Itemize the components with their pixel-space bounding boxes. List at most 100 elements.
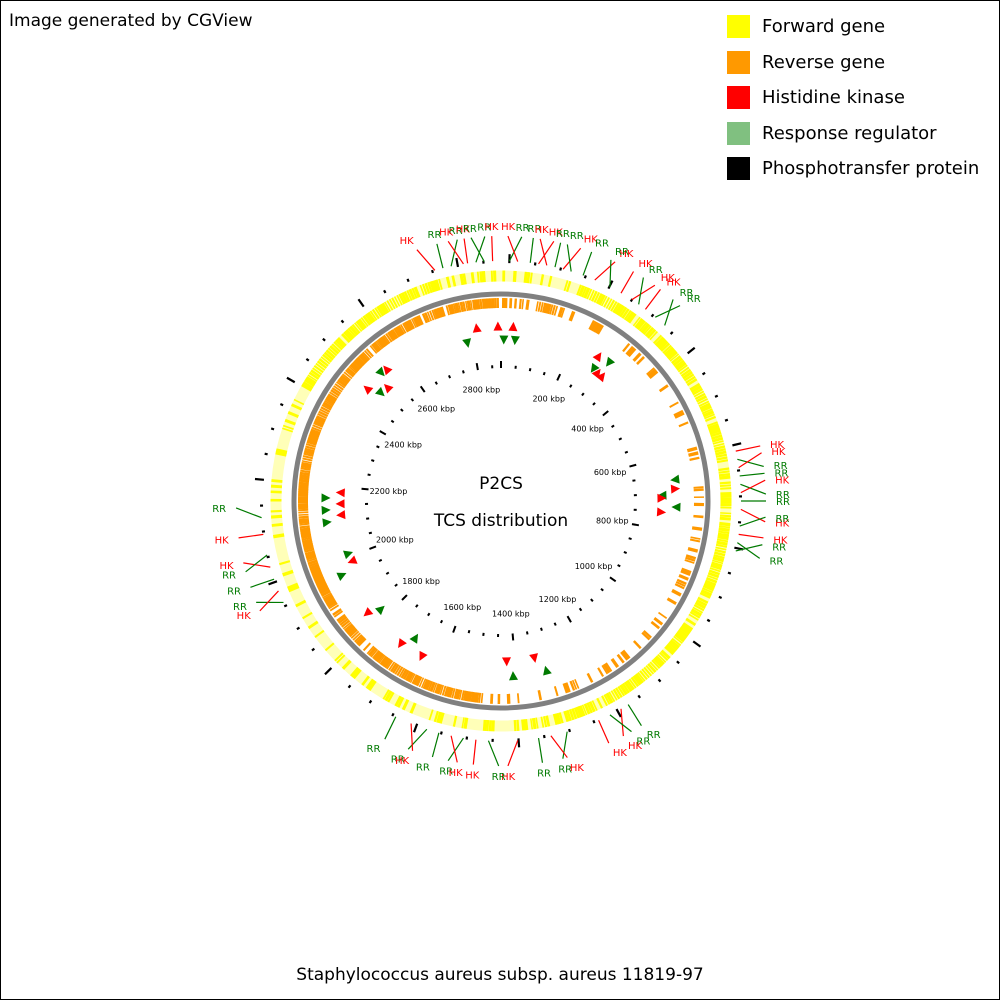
rr-callout-label: RR — [556, 229, 570, 240]
forward-gene — [436, 711, 442, 723]
reverse-gene — [316, 415, 327, 422]
reverse-gene — [303, 449, 315, 456]
forward-gene — [713, 554, 725, 559]
reverse-gene — [343, 623, 354, 632]
outer-tick — [268, 580, 278, 586]
hk-callout-label: HK — [775, 519, 790, 530]
forward-gene — [697, 596, 709, 604]
scale-tick — [629, 463, 637, 468]
rr-callout-label: RR — [595, 239, 609, 250]
outer-tick — [296, 626, 301, 631]
reverse-gene — [571, 679, 578, 690]
reverse-gene — [320, 589, 331, 597]
hk-callout-label: HK — [400, 236, 415, 247]
reverse-gene — [472, 692, 478, 703]
hk-marker — [335, 488, 345, 498]
reverse-gene — [397, 325, 405, 336]
forward-gene — [275, 451, 287, 457]
reverse-gene — [647, 368, 657, 378]
reverse-gene — [386, 660, 394, 670]
scale-tick-label: 2400 kbp — [384, 441, 422, 450]
rr-callout-label: RR — [463, 224, 477, 235]
outer-tick — [583, 275, 587, 279]
reverse-gene — [513, 298, 518, 309]
reverse-gene — [302, 457, 313, 462]
reverse-gene — [455, 689, 461, 700]
scale-tick — [609, 576, 617, 583]
forward-gene — [607, 299, 616, 311]
callout-line — [487, 740, 500, 767]
forward-gene — [325, 349, 336, 359]
reverse-gene — [424, 312, 431, 323]
forward-gene — [409, 702, 417, 714]
reverse-gene — [330, 389, 340, 397]
hk-marker — [383, 365, 393, 376]
reverse-gene — [688, 451, 699, 457]
callout-line — [739, 516, 766, 527]
forward-gene — [619, 684, 628, 696]
forward-gene — [663, 346, 675, 357]
legend-item-histidine-kinase: Histidine kinase — [727, 80, 979, 116]
reverse-gene — [480, 693, 484, 704]
reverse-gene — [385, 333, 393, 343]
outer-tick — [279, 403, 284, 407]
forward-gene — [625, 311, 635, 323]
reverse-gene — [475, 692, 480, 703]
forward-gene — [318, 358, 329, 367]
reverse-gene — [420, 678, 427, 689]
forward-gene — [354, 322, 363, 332]
hk-callout-label: HK — [570, 763, 585, 774]
callout-line — [450, 239, 458, 267]
hk-callout-label: HK — [395, 756, 410, 767]
forward-gene — [713, 445, 726, 451]
forward-gene — [715, 546, 727, 551]
forward-gene — [667, 641, 678, 651]
reverse-gene — [304, 550, 316, 556]
legend-label-phosphotransfer: Phosphotransfer protein — [762, 158, 980, 180]
reverse-gene — [322, 401, 333, 410]
forward-gene — [639, 670, 648, 681]
forward-gene — [371, 308, 380, 320]
forward-gene — [403, 291, 411, 303]
scale-tick — [617, 564, 621, 568]
forward-gene — [365, 678, 375, 690]
forward-gene — [476, 271, 480, 283]
hk-callout-label: HK — [584, 235, 599, 246]
scale-tick — [448, 374, 452, 379]
forward-gene — [531, 717, 537, 730]
rr-callout-label: RR — [636, 736, 650, 747]
forward-gene — [634, 673, 644, 684]
callout-line — [238, 533, 264, 539]
reverse-gene — [457, 302, 462, 313]
scale-tick-label: 1600 kbp — [444, 603, 482, 612]
forward-gene — [362, 315, 372, 326]
scale-tick — [394, 583, 398, 587]
forward-gene — [714, 448, 726, 453]
rr-callout-label: RR — [687, 294, 701, 305]
forward-gene — [315, 362, 326, 371]
rr-marker — [321, 493, 331, 503]
hk-callout-label: HK — [456, 225, 471, 236]
forward-gene — [396, 696, 405, 708]
rr-callout-label: RR — [439, 766, 453, 777]
reverse-gene — [560, 307, 566, 318]
reverse-gene — [435, 307, 442, 319]
reverse-gene — [586, 672, 594, 683]
forward-gene — [693, 390, 705, 398]
reverse-gene — [326, 599, 337, 608]
outer-tick — [391, 712, 395, 717]
reverse-gene — [602, 663, 611, 674]
reverse-gene — [454, 302, 460, 314]
callout-line — [739, 472, 765, 477]
outer-tick — [439, 731, 443, 735]
forward-gene — [680, 368, 692, 378]
forward-gene — [665, 348, 677, 359]
forward-gene — [712, 559, 724, 565]
scale-tick-label: 1000 kbp — [575, 562, 613, 571]
reverse-gene — [678, 421, 689, 428]
reverse-gene — [358, 354, 368, 364]
forward-gene — [470, 272, 475, 284]
reverse-gene — [337, 615, 348, 624]
forward-gene — [610, 301, 618, 312]
scale-tick — [367, 473, 371, 477]
